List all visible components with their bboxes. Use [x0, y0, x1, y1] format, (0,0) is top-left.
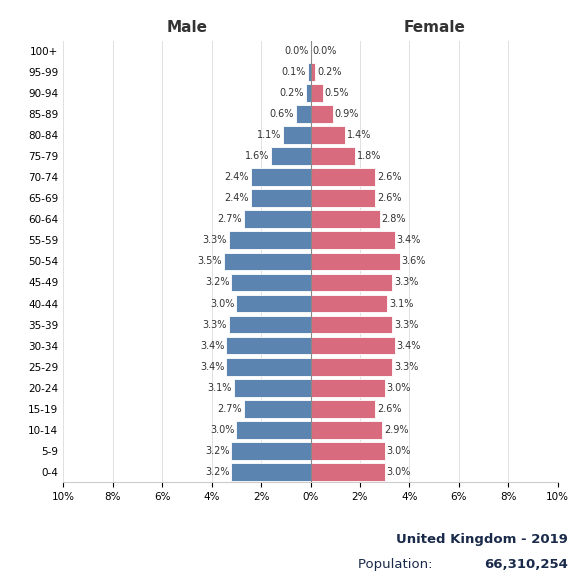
Bar — [271, 148, 310, 165]
Bar — [310, 336, 394, 354]
Text: 0.2%: 0.2% — [317, 67, 342, 77]
Text: 0.2%: 0.2% — [279, 88, 304, 98]
Bar — [231, 463, 310, 480]
Text: 2.9%: 2.9% — [384, 425, 409, 435]
Text: 3.1%: 3.1% — [389, 299, 413, 309]
Text: 3.4%: 3.4% — [200, 361, 224, 372]
Bar — [244, 400, 310, 418]
Text: 3.0%: 3.0% — [210, 299, 235, 309]
Text: 3.0%: 3.0% — [386, 446, 411, 456]
Text: 3.2%: 3.2% — [205, 278, 229, 288]
Bar — [236, 295, 310, 313]
Text: 1.6%: 1.6% — [244, 151, 269, 162]
Bar — [310, 358, 392, 375]
Bar — [310, 148, 355, 165]
Bar — [231, 274, 310, 292]
Text: 2.7%: 2.7% — [217, 404, 241, 414]
Text: 2.7%: 2.7% — [217, 214, 241, 224]
Text: 2.8%: 2.8% — [382, 214, 406, 224]
Bar — [234, 379, 310, 397]
Bar — [251, 168, 310, 187]
Text: 2.4%: 2.4% — [225, 173, 249, 182]
Bar — [224, 253, 310, 270]
Text: PopulationPyramid.net: PopulationPyramid.net — [18, 546, 169, 558]
Bar — [310, 315, 392, 333]
Bar — [310, 189, 375, 207]
Text: Female: Female — [403, 20, 465, 35]
Text: 1.8%: 1.8% — [357, 151, 381, 162]
Bar — [229, 231, 310, 249]
Text: 3.2%: 3.2% — [205, 467, 229, 477]
Text: 0.9%: 0.9% — [335, 109, 359, 119]
Text: 0.0%: 0.0% — [284, 46, 309, 56]
Text: 1.1%: 1.1% — [257, 130, 281, 140]
Bar — [310, 274, 392, 292]
Bar — [310, 295, 387, 313]
Text: 3.2%: 3.2% — [205, 446, 229, 456]
Text: 2.6%: 2.6% — [377, 173, 401, 182]
Bar — [305, 84, 310, 102]
Bar — [310, 253, 400, 270]
Text: 2.4%: 2.4% — [225, 193, 249, 203]
Text: 3.1%: 3.1% — [208, 383, 232, 393]
Text: 3.3%: 3.3% — [202, 235, 227, 245]
Bar — [310, 421, 382, 439]
Bar — [310, 84, 323, 102]
Bar — [231, 442, 310, 460]
Bar — [310, 379, 385, 397]
Bar — [308, 63, 311, 81]
Bar — [310, 168, 375, 187]
Bar — [227, 358, 310, 375]
Bar — [244, 210, 310, 228]
Text: 0.1%: 0.1% — [282, 67, 306, 77]
Bar — [283, 126, 311, 144]
Bar — [296, 105, 310, 123]
Text: 3.0%: 3.0% — [386, 467, 411, 477]
Text: 3.5%: 3.5% — [197, 256, 222, 267]
Text: 3.4%: 3.4% — [397, 340, 421, 350]
Text: 0.5%: 0.5% — [325, 88, 350, 98]
Text: 2.6%: 2.6% — [377, 193, 401, 203]
Text: 2.6%: 2.6% — [377, 404, 401, 414]
Text: 0.6%: 0.6% — [269, 109, 294, 119]
Bar — [310, 442, 385, 460]
Bar — [310, 210, 380, 228]
Text: 3.3%: 3.3% — [394, 320, 419, 329]
Text: Male: Male — [166, 20, 208, 35]
Text: 3.3%: 3.3% — [394, 278, 419, 288]
Text: 3.4%: 3.4% — [200, 340, 224, 350]
Bar — [310, 63, 316, 81]
Text: 3.3%: 3.3% — [202, 320, 227, 329]
Text: United Kingdom - 2019: United Kingdom - 2019 — [396, 533, 568, 546]
Bar — [236, 421, 310, 439]
Bar — [310, 231, 394, 249]
Bar — [310, 400, 375, 418]
Text: 3.4%: 3.4% — [397, 235, 421, 245]
Bar — [310, 126, 345, 144]
Text: 1.4%: 1.4% — [347, 130, 371, 140]
Text: 3.6%: 3.6% — [401, 256, 426, 267]
Text: 66,310,254: 66,310,254 — [484, 558, 568, 571]
Text: 3.0%: 3.0% — [386, 383, 411, 393]
Bar — [310, 105, 333, 123]
Text: 3.0%: 3.0% — [210, 425, 235, 435]
Bar — [229, 315, 310, 333]
Bar — [310, 463, 385, 480]
Text: Population:: Population: — [358, 558, 437, 571]
Bar — [251, 189, 310, 207]
Bar — [227, 336, 310, 354]
Text: 0.0%: 0.0% — [312, 46, 337, 56]
Text: 3.3%: 3.3% — [394, 361, 419, 372]
